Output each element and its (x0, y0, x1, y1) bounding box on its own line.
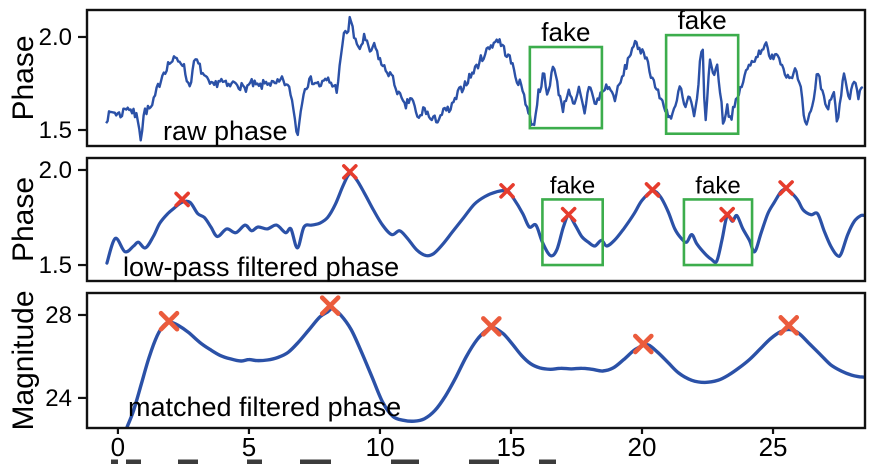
y-tick-label-low-pass-filtered-phase: 2.0 (39, 157, 72, 184)
peak-marker-matched-filtered-phase-3 (481, 316, 502, 337)
inplot-label-matched-filtered-phase: matched filtered phase (128, 392, 401, 422)
y-axis-title-matched-filtered-phase: Magnitude (7, 290, 40, 430)
y-axis-title-low-pass-filtered-phase: Phase (7, 177, 40, 262)
y-tick-label-raw-phase: 1.5 (39, 117, 72, 144)
x-tick-label: 10 (366, 432, 395, 462)
caption-fragment (126, 459, 141, 464)
y-tick-label-raw-phase: 2.0 (39, 24, 72, 51)
x-tick-label: 15 (497, 432, 526, 462)
caption-fragment (300, 459, 331, 464)
peak-marker-low-pass-filtered-phase-1 (174, 191, 190, 208)
fake-annotation-raw-phase-1: fake (541, 17, 590, 47)
plot-frame-low-pass-filtered-phase (85, 156, 867, 283)
fake-annotation-low-pass-filtered-phase-1: fake (550, 172, 595, 199)
caption-fragment (247, 459, 262, 464)
cropped-caption-fragments (111, 459, 556, 464)
caption-fragment (178, 459, 198, 464)
fake-box-low-pass-filtered-phase-1 (541, 198, 604, 267)
peak-marker-matched-filtered-phase-1 (158, 310, 180, 332)
peak-marker-low-pass-filtered-phase-2 (342, 164, 358, 180)
peak-marker-low-pass-filtered-phase-5 (644, 182, 661, 198)
peak-marker-low-pass-filtered-phase-6 (719, 206, 735, 223)
y-axis-title-raw-phase: Phase (7, 35, 40, 120)
y-tick-label-low-pass-filtered-phase: 1.5 (39, 252, 72, 279)
peak-marker-matched-filtered-phase-5 (778, 315, 800, 336)
fake-box-low-pass-filtered-phase-2 (682, 198, 754, 267)
peak-marker-low-pass-filtered-phase-7 (778, 180, 794, 196)
x-tick-label: 0 (111, 432, 125, 462)
plot-frame-matched-filtered-phase (85, 291, 867, 430)
x-tick-label: 20 (628, 432, 657, 462)
peak-marker-low-pass-filtered-phase-4 (560, 206, 577, 223)
caption-fragment (391, 459, 419, 464)
fake-box-raw-phase-2 (664, 33, 740, 136)
x-tick-label: 5 (242, 432, 256, 462)
caption-fragment (469, 459, 499, 464)
y-tick-label-matched-filtered-phase: 24 (45, 385, 72, 412)
peak-marker-low-pass-filtered-phase-3 (499, 183, 515, 199)
signal-line-low-pass-filtered-phase (105, 172, 864, 265)
fake-box-raw-phase-1 (528, 45, 604, 130)
signal-line-raw-phase (105, 15, 864, 142)
subplot-low-pass-filtered-phase: fake fake low-pass filtered phase 2.0 1.5Pha… (7, 156, 867, 283)
y-tick-label-matched-filtered-phase: 28 (45, 302, 72, 329)
x-tick-label: 25 (759, 432, 788, 462)
caption-fragment (111, 459, 118, 464)
caption-fragment (539, 459, 556, 464)
plot-frame-raw-phase (85, 8, 867, 148)
peak-marker-matched-filtered-phase-2 (319, 295, 341, 316)
inplot-label-low-pass-filtered-phase: low-pass filtered phase (123, 252, 399, 282)
peak-marker-matched-filtered-phase-4 (633, 333, 654, 355)
inplot-label-raw-phase: raw phase (163, 116, 288, 146)
fake-annotation-low-pass-filtered-phase-2: fake (695, 172, 740, 199)
